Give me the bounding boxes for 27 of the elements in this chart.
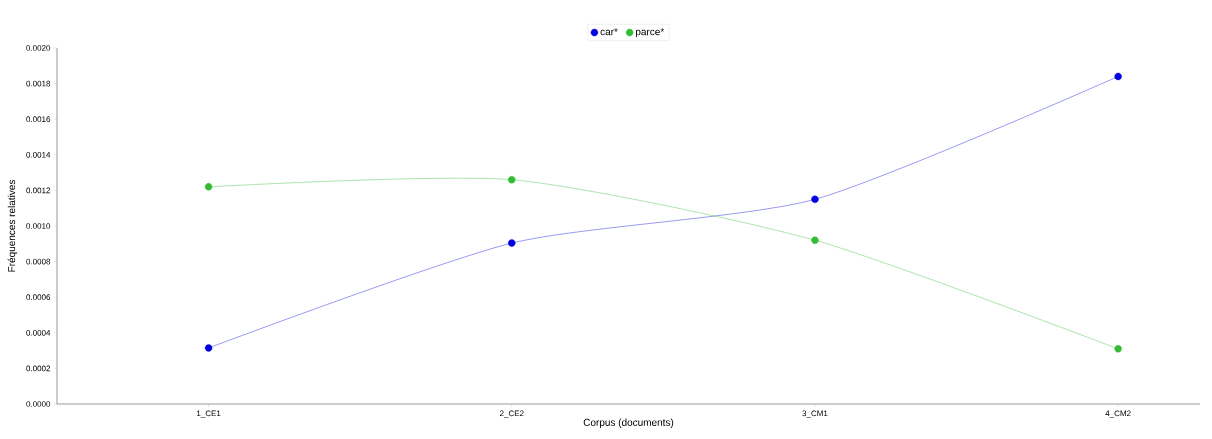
- y-tick-label: 0.0000: [26, 401, 51, 407]
- point: [204, 344, 213, 352]
- point: [204, 183, 213, 191]
- legend-label: parce*: [635, 28, 665, 38]
- x-tick-label: 2_CE2: [499, 410, 524, 418]
- y-tick-label: 0.0004: [26, 329, 51, 336]
- x-axis-title: Corpus (documents): [583, 418, 674, 428]
- point: [508, 239, 516, 247]
- y-axis-title: Fréquences relatives: [7, 179, 18, 272]
- y-tick-label: 0.0008: [26, 258, 51, 265]
- y-tick-label: 0.0002: [26, 365, 51, 372]
- point: [1114, 72, 1122, 81]
- point: [508, 176, 516, 184]
- legend-label: car*: [600, 28, 618, 36]
- x-tick-label: 1_CE1: [196, 410, 221, 418]
- y-tick-label: 0.0016: [26, 116, 51, 123]
- point: [1114, 345, 1122, 353]
- x-tick-label: 3_CM1: [802, 410, 828, 418]
- y-tick-label: 0.0020: [26, 45, 51, 51]
- y-tick-label: 0.0010: [26, 223, 51, 229]
- y-tick-label: 0.0012: [26, 187, 51, 194]
- point: [811, 195, 819, 203]
- y-tick-label: 0.0018: [26, 80, 51, 87]
- y-tick-label: 0.0006: [26, 294, 51, 301]
- x-tick-label: 4_CM2: [1105, 410, 1131, 418]
- y-tick-label: 0.0014: [26, 151, 51, 158]
- point: [811, 236, 819, 244]
